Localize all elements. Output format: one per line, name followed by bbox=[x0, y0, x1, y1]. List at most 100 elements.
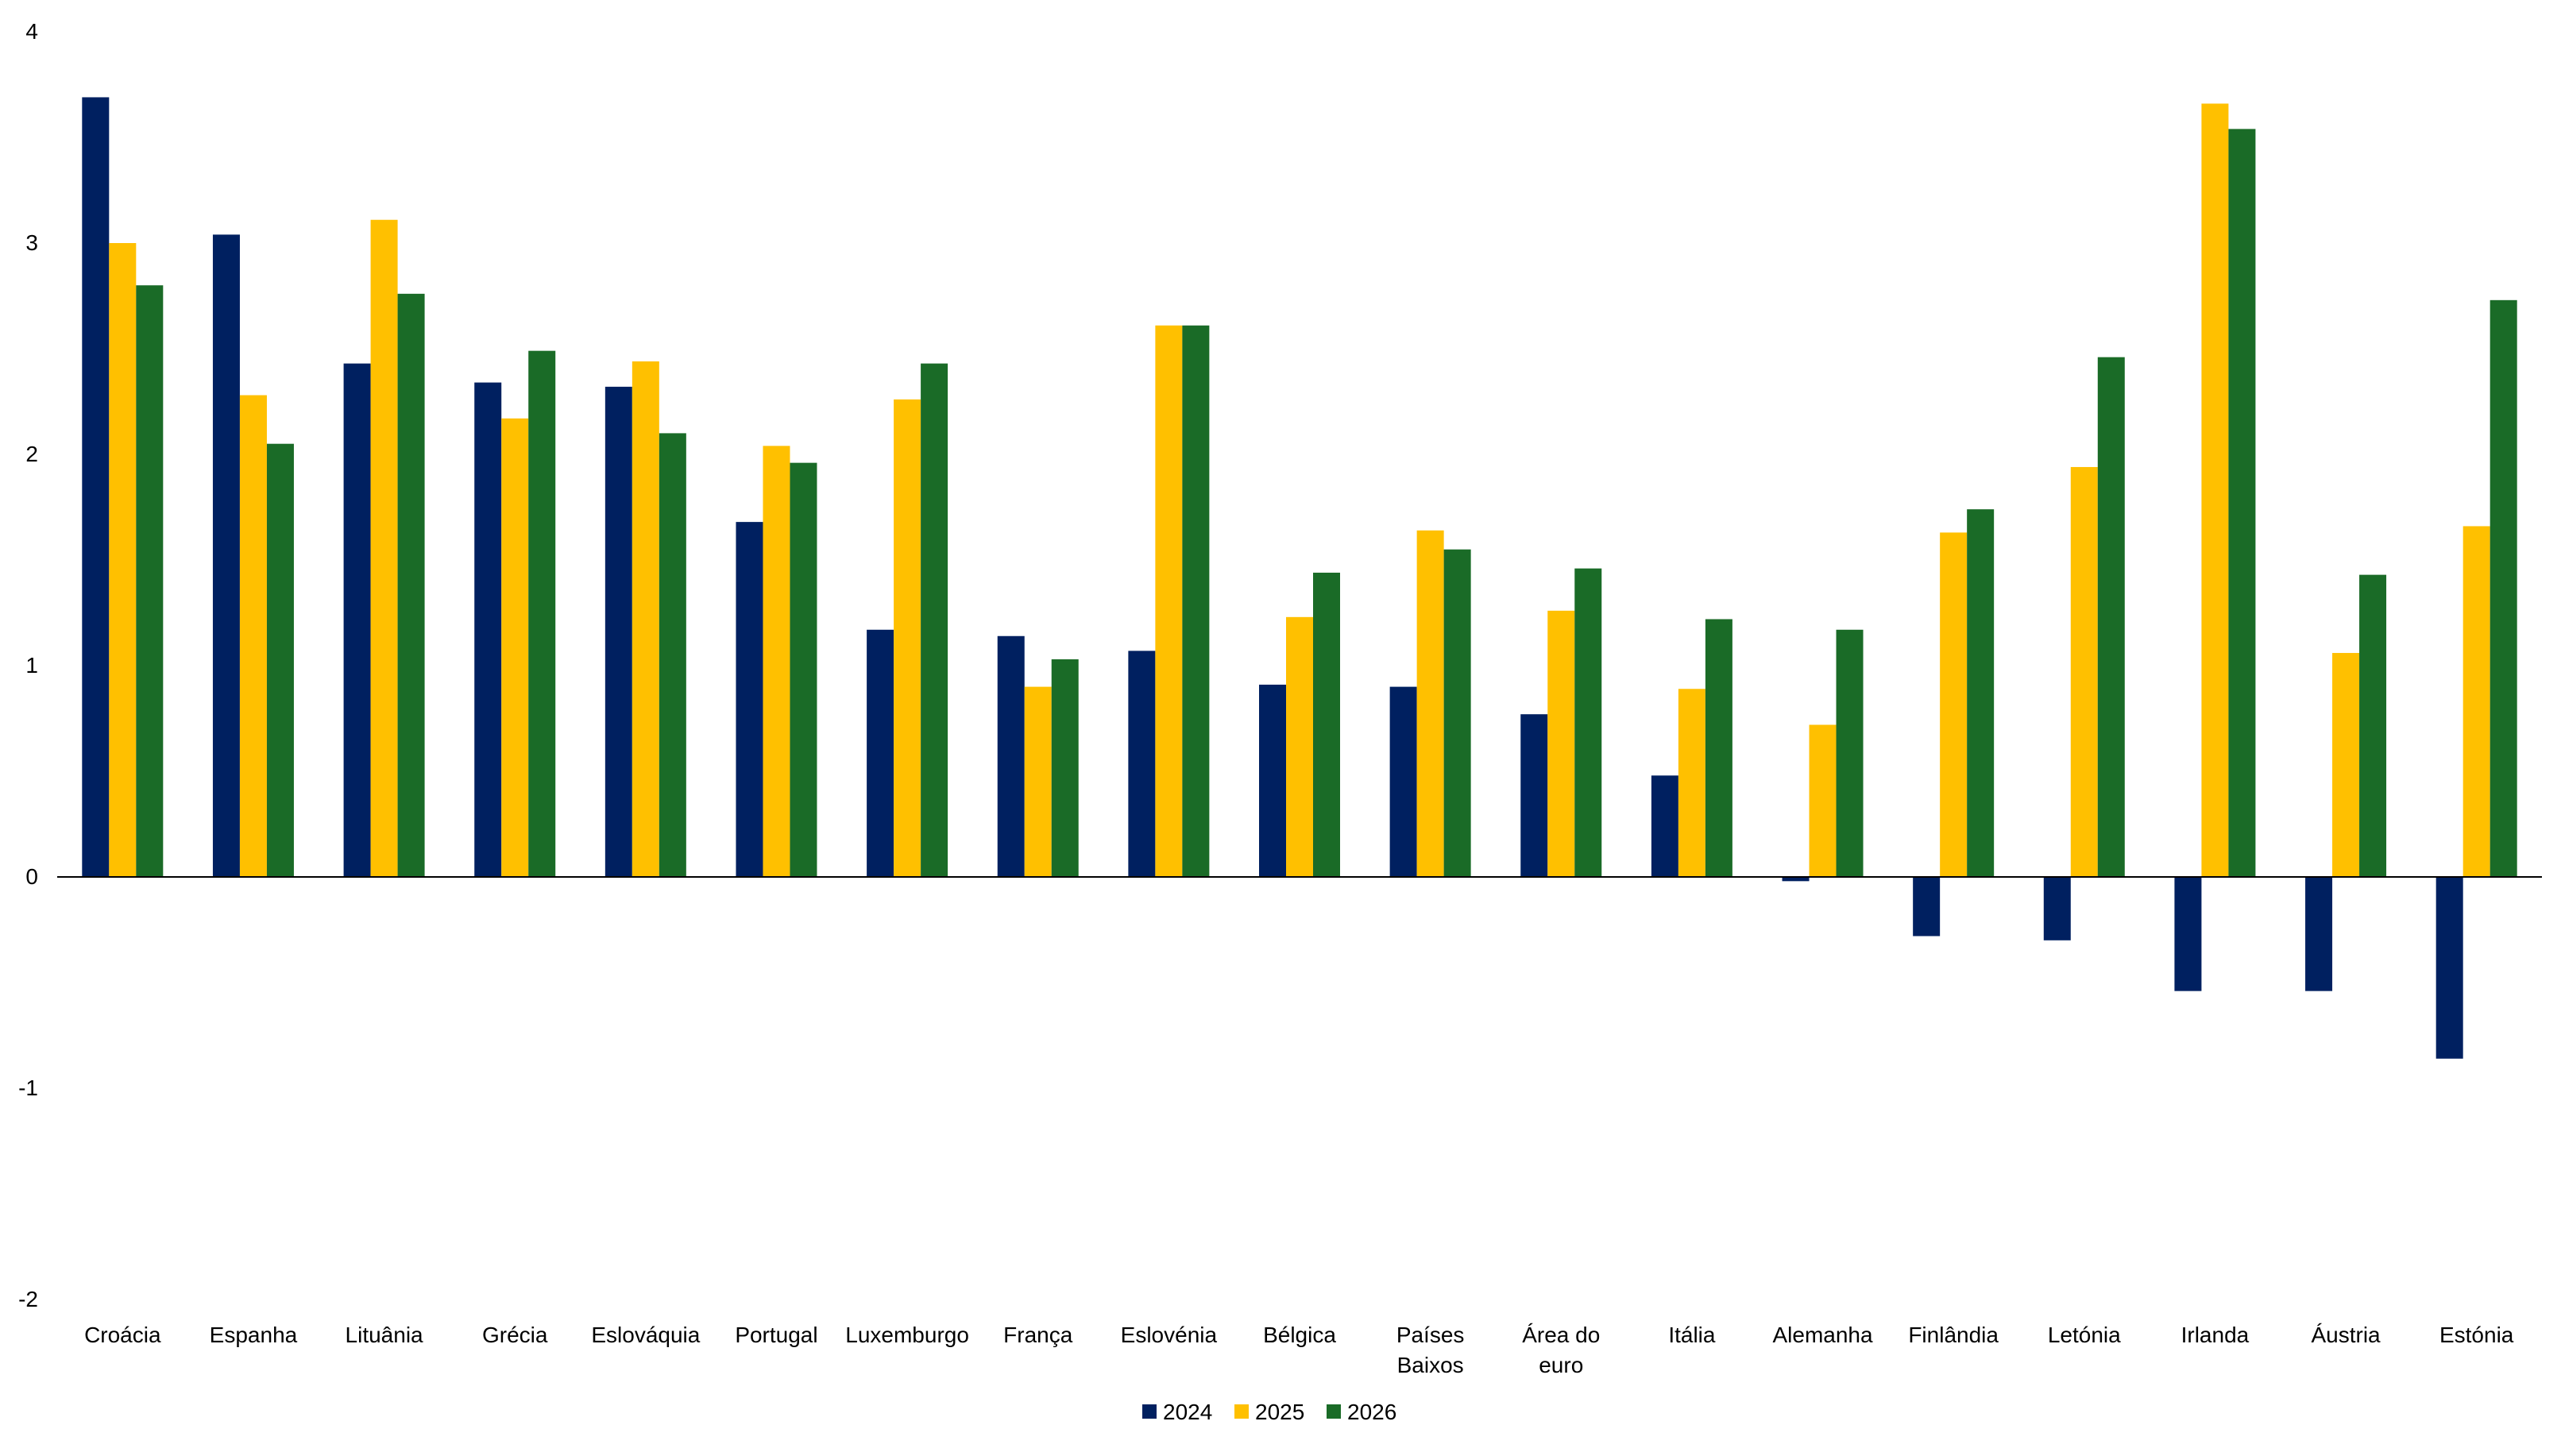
bar-2024-4 bbox=[605, 386, 632, 877]
bar-2026-11 bbox=[1574, 568, 1602, 877]
bar-2025-7 bbox=[1024, 686, 1052, 877]
bar-2026-9 bbox=[1313, 572, 1340, 877]
category-label-line: euro bbox=[1539, 1353, 1583, 1377]
bar-2025-14 bbox=[1940, 532, 1968, 877]
category-label-line: Croácia bbox=[84, 1323, 161, 1347]
bar-2025-2 bbox=[370, 219, 398, 877]
y-tick-label: -1 bbox=[18, 1076, 38, 1100]
legend-label: 2026 bbox=[1347, 1400, 1396, 1424]
category-label-line: Países bbox=[1396, 1323, 1465, 1347]
bar-2024-9 bbox=[1259, 684, 1286, 877]
bar-2024-13 bbox=[1782, 877, 1810, 882]
bar-2025-6 bbox=[894, 399, 921, 878]
bar-2026-0 bbox=[136, 285, 164, 877]
legend: 2024 2025 2026 bbox=[1142, 1400, 1396, 1424]
y-axis-ticks: 4 3 2 1 0 -1 -2 bbox=[18, 19, 38, 1311]
category-label: França bbox=[1003, 1323, 1073, 1347]
category-label: Alemanha bbox=[1772, 1323, 1873, 1347]
category-label-line: Eslovénia bbox=[1121, 1323, 1218, 1347]
y-tick-label: 0 bbox=[25, 864, 38, 889]
category-label-line: França bbox=[1003, 1323, 1073, 1347]
bar-2024-0 bbox=[82, 97, 110, 877]
category-label: Croácia bbox=[84, 1323, 161, 1347]
bar-2025-8 bbox=[1155, 325, 1183, 877]
category-label-line: Baixos bbox=[1397, 1353, 1464, 1377]
bar-2026-3 bbox=[528, 350, 556, 877]
bar-2026-17 bbox=[2359, 574, 2387, 877]
category-label-line: Área do bbox=[1522, 1323, 1600, 1347]
bar-2025-9 bbox=[1286, 616, 1313, 877]
bar-2024-12 bbox=[1651, 775, 1678, 877]
bar-2024-11 bbox=[1520, 714, 1548, 877]
y-tick-label: 1 bbox=[25, 653, 38, 678]
category-label-line: Áustria bbox=[2311, 1323, 2381, 1347]
legend-swatch-2026 bbox=[1327, 1404, 1341, 1419]
category-label-line: Luxemburgo bbox=[845, 1323, 969, 1347]
bar-2026-4 bbox=[659, 433, 686, 877]
bar-2026-1 bbox=[266, 443, 294, 877]
category-label-line: Estónia bbox=[2439, 1323, 2514, 1347]
legend-swatch-2025 bbox=[1234, 1404, 1249, 1419]
bar-2025-1 bbox=[239, 395, 267, 877]
bar-2024-7 bbox=[997, 635, 1025, 877]
bar-2026-12 bbox=[1705, 619, 1732, 877]
bar-2026-16 bbox=[2228, 129, 2256, 878]
bar-2025-13 bbox=[1809, 724, 1837, 877]
bar-2026-6 bbox=[921, 363, 948, 877]
category-label-line: Itália bbox=[1668, 1323, 1716, 1347]
bar-2026-10 bbox=[1443, 549, 1471, 877]
bar-2026-14 bbox=[1967, 509, 1995, 877]
bar-2024-18 bbox=[2435, 877, 2463, 1059]
bar-2025-4 bbox=[632, 361, 659, 878]
bar-2026-5 bbox=[790, 462, 817, 877]
bar-2026-13 bbox=[1836, 629, 1864, 877]
category-labels: Croácia Espanha Lituânia Grécia Eslováquia Po… bbox=[84, 1323, 2514, 1377]
bar-2025-11 bbox=[1547, 610, 1575, 877]
legend-swatch-2024 bbox=[1142, 1404, 1157, 1419]
category-label-line: Lituânia bbox=[346, 1323, 424, 1347]
bar-2024-16 bbox=[2174, 877, 2202, 991]
category-label: Espanha bbox=[210, 1323, 298, 1347]
category-label: Bélgica bbox=[1263, 1323, 1336, 1347]
bars bbox=[82, 97, 2517, 1059]
category-label: Irlanda bbox=[2181, 1323, 2250, 1347]
bar-2024-1 bbox=[212, 234, 240, 877]
category-label-line: Grécia bbox=[482, 1323, 548, 1347]
category-label: Eslováquia bbox=[591, 1323, 700, 1347]
category-label: Áustria bbox=[2311, 1323, 2381, 1347]
bar-2024-10 bbox=[1389, 686, 1417, 877]
category-label: Finlândia bbox=[1908, 1323, 1999, 1347]
category-label: Grécia bbox=[482, 1323, 548, 1347]
category-label: Estónia bbox=[2439, 1323, 2514, 1347]
bar-2025-17 bbox=[2332, 653, 2360, 877]
category-label: Itália bbox=[1668, 1323, 1716, 1347]
y-tick-label: 3 bbox=[25, 230, 38, 255]
bar-2024-6 bbox=[867, 629, 894, 877]
bar-2024-14 bbox=[1913, 877, 1941, 937]
category-label-line: Letónia bbox=[2048, 1323, 2121, 1347]
category-label-line: Finlândia bbox=[1908, 1323, 1999, 1347]
y-tick-label: -2 bbox=[18, 1287, 38, 1311]
bar-2024-8 bbox=[1128, 651, 1156, 877]
bar-2024-17 bbox=[2305, 877, 2333, 991]
bar-2025-12 bbox=[1678, 689, 1705, 877]
category-label-line: Alemanha bbox=[1772, 1323, 1873, 1347]
bar-2026-15 bbox=[2097, 357, 2125, 877]
category-label: Portugal bbox=[735, 1323, 817, 1347]
category-label: Luxemburgo bbox=[845, 1323, 969, 1347]
bar-2025-0 bbox=[109, 243, 137, 877]
category-label-line: Irlanda bbox=[2181, 1323, 2250, 1347]
category-label: Eslovénia bbox=[1121, 1323, 1218, 1347]
bar-2025-10 bbox=[1416, 530, 1444, 877]
bar-2026-2 bbox=[397, 293, 425, 878]
y-tick-label: 2 bbox=[25, 442, 38, 466]
category-label: Letónia bbox=[2048, 1323, 2121, 1347]
bar-2025-15 bbox=[2070, 466, 2098, 877]
category-label: Lituânia bbox=[346, 1323, 424, 1347]
category-label: Área do euro bbox=[1522, 1323, 1600, 1377]
bar-2024-5 bbox=[736, 522, 763, 877]
category-label: Países Baixos bbox=[1396, 1323, 1465, 1377]
bar-2024-2 bbox=[343, 363, 371, 877]
y-tick-label: 4 bbox=[25, 19, 38, 44]
